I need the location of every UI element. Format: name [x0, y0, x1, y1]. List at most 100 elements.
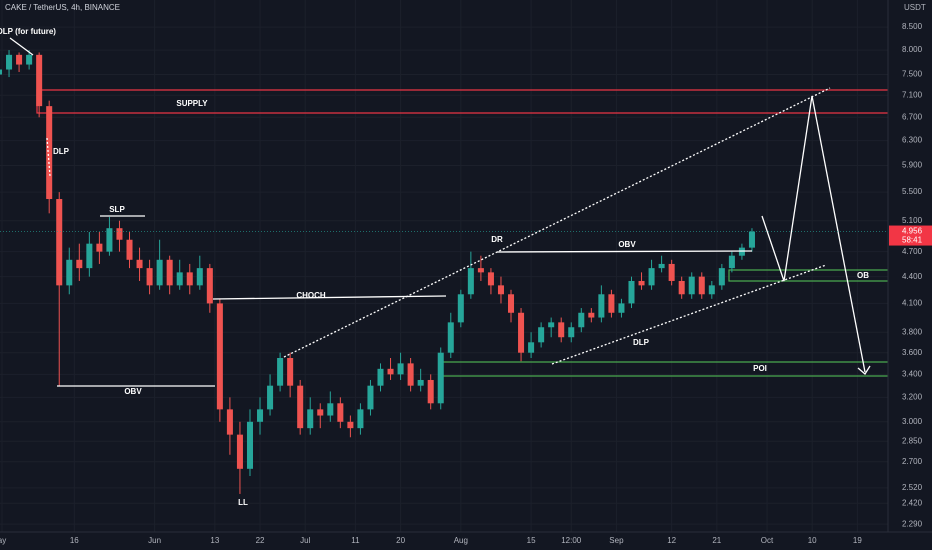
- level-line: [496, 250, 753, 253]
- y-tick-label: 2.290: [902, 519, 923, 528]
- x-tick-label: ay: [0, 536, 6, 545]
- y-tick-label: 3.600: [902, 348, 923, 357]
- y-tick-label: 8.500: [902, 22, 923, 31]
- ob-zone: [728, 269, 932, 282]
- candle-body: [608, 294, 615, 313]
- x-tick-label: Oct: [761, 536, 774, 545]
- candle-body: [126, 239, 133, 260]
- candle-body: [6, 54, 13, 70]
- candle-body: [156, 259, 163, 286]
- candle-body: [558, 322, 565, 338]
- x-tick-label: 10: [808, 536, 817, 545]
- y-tick-label: 7.500: [902, 70, 923, 79]
- candle-body: [598, 294, 605, 318]
- candle-body: [206, 268, 213, 304]
- candle-body: [427, 379, 434, 404]
- candle-body: [56, 199, 63, 286]
- candle-body: [487, 272, 494, 286]
- y-tick-label: 3.000: [902, 417, 923, 426]
- candle-body: [146, 268, 153, 286]
- candle-body: [467, 268, 474, 295]
- candle-body: [136, 259, 143, 269]
- x-tick-label: 12:00: [561, 536, 582, 545]
- annotation: DLP: [633, 338, 650, 347]
- candle-body: [0, 69, 3, 75]
- candle-body: [638, 280, 645, 286]
- candle-body: [648, 268, 655, 286]
- candle-body: [297, 385, 304, 429]
- candle-body: [497, 285, 504, 295]
- x-tick-label: 13: [210, 536, 219, 545]
- y-tick-label: 4.100: [902, 299, 923, 308]
- annotation: OB: [857, 271, 869, 280]
- y-tick-label: 5.900: [902, 161, 923, 170]
- labels: DLP (for future) SUPPLY DLP SLP OBV CHOC…: [0, 27, 869, 507]
- candle-body: [698, 276, 705, 295]
- projection-path: [761, 95, 866, 373]
- y-tick-label: 3.200: [902, 392, 923, 401]
- candle-body: [477, 268, 484, 273]
- y-tick-label: 7.100: [902, 90, 923, 99]
- annotation: SLP: [109, 205, 125, 214]
- candle-body: [226, 409, 233, 435]
- candle-body: [246, 421, 253, 469]
- x-tick-label: 21: [712, 536, 721, 545]
- candle-body: [688, 276, 695, 295]
- axes: 8.500 8.000 7.500 7.100 6.700 6.300 5.900 5.500…: [0, 22, 923, 545]
- candle-body: [307, 409, 314, 429]
- candle-body: [397, 363, 404, 375]
- candle-body: [578, 312, 585, 328]
- candle-body: [718, 268, 725, 286]
- candle-body: [337, 403, 344, 422]
- trend-line: [9, 37, 34, 56]
- y-tick-label: 2.520: [902, 483, 923, 492]
- x-tick-label: 15: [527, 536, 536, 545]
- x-tick-label: 20: [396, 536, 405, 545]
- candle-body: [658, 263, 665, 269]
- annotation: DLP: [53, 147, 70, 156]
- x-tick-label: 12: [667, 536, 676, 545]
- candle-body: [196, 268, 203, 286]
- unit-label: USDT: [904, 3, 926, 12]
- candle-body: [327, 403, 334, 416]
- annotation: CHOCH: [296, 291, 326, 300]
- y-tick-label: 6.300: [902, 136, 923, 145]
- candle-body: [26, 54, 33, 65]
- x-tick-label: 19: [853, 536, 862, 545]
- y-tick-label: 8.000: [902, 45, 923, 54]
- candle-body: [457, 294, 464, 323]
- y-tick-label: 2.850: [902, 436, 923, 445]
- x-tick-label: Jul: [300, 536, 310, 545]
- y-tick-label: 6.700: [902, 112, 923, 121]
- candle-body: [708, 285, 715, 295]
- arrow-head: [857, 365, 871, 375]
- candle-body: [748, 231, 755, 248]
- candles: [0, 50, 755, 494]
- candle-body: [277, 357, 284, 386]
- drawings: [9, 37, 871, 387]
- candle-body: [618, 303, 625, 313]
- candle-body: [668, 263, 675, 281]
- y-tick-label: 3.400: [902, 369, 923, 378]
- candle-body: [387, 368, 394, 375]
- annotation: OBV: [124, 387, 142, 396]
- candle-body: [287, 357, 294, 386]
- candle-body: [66, 259, 73, 286]
- x-tick-label: 16: [70, 536, 79, 545]
- annotation: DLP (for future): [0, 27, 56, 36]
- candle-body: [216, 303, 223, 410]
- dotted-trend-line: [283, 87, 831, 358]
- candle-body: [367, 385, 374, 410]
- candle-body: [236, 434, 243, 469]
- candle-body: [437, 352, 444, 404]
- candle-body: [407, 363, 414, 386]
- price-tag-box: [889, 225, 932, 246]
- candle-body: [176, 272, 183, 286]
- y-tick-label: 2.420: [902, 498, 923, 507]
- candle-body: [678, 280, 685, 295]
- last-price-label: 4.956: [902, 227, 923, 236]
- annotation: DR: [491, 235, 503, 244]
- candle-body: [36, 54, 43, 107]
- candle-body: [267, 385, 274, 410]
